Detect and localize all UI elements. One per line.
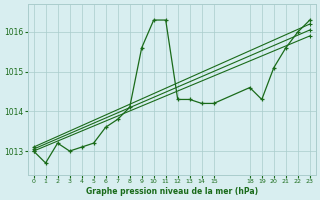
X-axis label: Graphe pression niveau de la mer (hPa): Graphe pression niveau de la mer (hPa)	[86, 187, 258, 196]
